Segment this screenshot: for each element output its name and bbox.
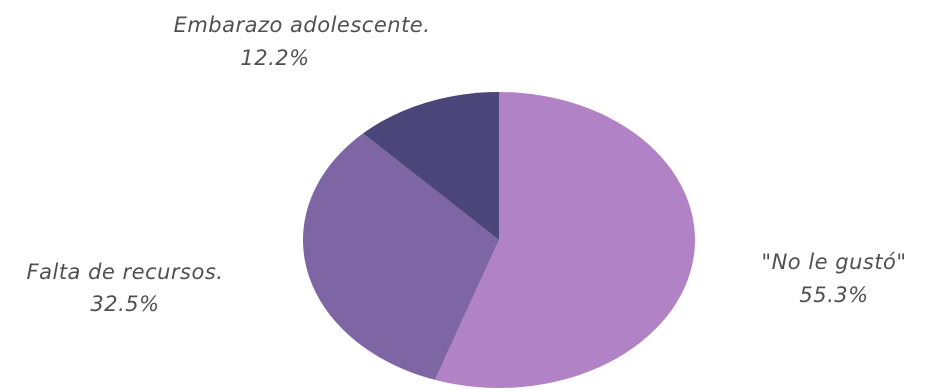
slice-label-embarazo-adolescente: Embarazo adolescente. [174,13,431,37]
pie-slice-no-le-gusto [434,92,695,388]
pie-slice-embarazo-adolescente [363,91,499,240]
slice-label-falta-de-recursos: Falta de recursos. [27,260,224,284]
slice-value-falta-de-recursos: 32.5% [90,292,159,316]
slice-value-embarazo-adolescente: 12.2% [240,46,309,70]
slice-label-no-le-gusto: "No le gustó" [761,250,906,274]
slice-value-no-le-gusto: 55.3% [799,283,868,307]
pie-slice-falta-de-recursos [302,133,499,380]
pie-slices [302,91,695,388]
